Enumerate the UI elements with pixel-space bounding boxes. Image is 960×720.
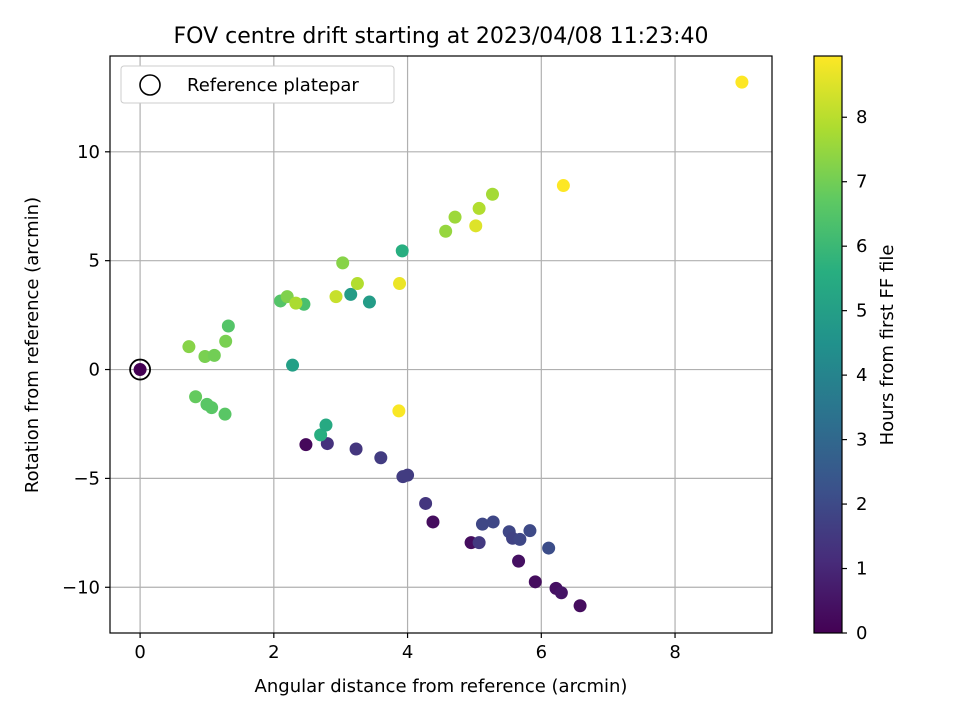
legend: Reference platepar (120, 65, 395, 104)
data-point (523, 524, 537, 538)
y-tick-label: −5 (73, 468, 100, 489)
data-point (219, 334, 233, 348)
data-point (528, 575, 542, 589)
x-tick-label: 2 (268, 642, 279, 663)
reference-marker-group (129, 358, 151, 381)
y-axis-ticks: −10 −5 0 5 10 (62, 142, 110, 598)
data-point (512, 554, 526, 568)
data-point (556, 179, 570, 193)
data-point (475, 517, 489, 531)
colorbar-tick-label: 4 (856, 365, 867, 386)
legend-box (120, 65, 395, 104)
data-point (735, 75, 749, 89)
x-tick-label: 8 (669, 642, 680, 663)
colorbar-ticks: 0 1 2 3 4 5 6 7 8 (842, 107, 867, 644)
data-point (554, 586, 568, 600)
data-point (401, 468, 415, 482)
colorbar-tick-label: 7 (856, 172, 867, 193)
data-point (221, 319, 235, 333)
data-point (299, 438, 313, 452)
data-point (205, 401, 219, 415)
legend-label: Reference platepar (187, 75, 359, 96)
y-tick-label: −10 (62, 577, 100, 598)
data-point (392, 404, 406, 418)
colorbar-tick-label: 5 (856, 301, 867, 322)
colorbar-gradient (813, 55, 843, 634)
plot-frame (109, 55, 773, 634)
data-point (486, 515, 500, 529)
data-point (218, 407, 232, 421)
data-point (362, 295, 376, 309)
reference-platepar-marker (129, 358, 151, 381)
colorbar-tick-label: 2 (856, 494, 867, 515)
colorbar-tick-label: 8 (856, 107, 867, 128)
data-point (426, 515, 440, 529)
data-point (448, 210, 462, 224)
x-axis-title: Angular distance from reference (arcmin) (255, 676, 628, 697)
data-point (485, 187, 499, 201)
grid-lines (110, 56, 772, 633)
y-tick-label: 5 (89, 251, 100, 272)
data-point (349, 442, 363, 456)
colorbar: 0 1 2 3 4 5 6 7 8 Hours from first FF file (813, 55, 898, 644)
data-point (319, 418, 333, 432)
colorbar-tick-label: 0 (856, 623, 867, 644)
data-point (472, 536, 486, 550)
y-tick-label: 0 (89, 360, 100, 381)
colorbar-tick-label: 6 (856, 236, 867, 257)
x-axis-ticks: 0 2 4 6 8 (134, 633, 681, 663)
x-tick-label: 0 (134, 642, 145, 663)
data-point (542, 541, 556, 555)
data-point (350, 277, 364, 291)
colorbar-tick-label: 3 (856, 430, 867, 451)
data-point (419, 496, 433, 510)
chart-title: FOV centre drift starting at 2023/04/08 … (174, 24, 709, 49)
data-point (133, 363, 147, 377)
data-point (286, 358, 300, 372)
data-point (439, 224, 453, 238)
legend-reference-marker (139, 74, 161, 96)
data-point (289, 296, 303, 310)
colorbar-tick-label: 1 (856, 559, 867, 580)
data-point (393, 277, 407, 291)
data-point (344, 287, 358, 301)
data-point (513, 532, 527, 546)
data-point (472, 201, 486, 215)
data-points (133, 75, 749, 613)
data-point (336, 256, 350, 270)
y-axis-title: Rotation from reference (arcmin) (22, 197, 43, 493)
data-point (189, 390, 203, 404)
data-point (573, 599, 587, 613)
x-tick-label: 6 (536, 642, 547, 663)
data-point (395, 244, 409, 258)
data-point (207, 348, 221, 362)
colorbar-label: Hours from first FF file (877, 245, 898, 446)
data-point (182, 340, 196, 354)
data-point (374, 451, 388, 465)
y-tick-label: 10 (77, 142, 100, 163)
data-point (329, 290, 343, 304)
x-tick-label: 4 (402, 642, 413, 663)
data-point (314, 428, 328, 442)
data-point (469, 219, 483, 233)
